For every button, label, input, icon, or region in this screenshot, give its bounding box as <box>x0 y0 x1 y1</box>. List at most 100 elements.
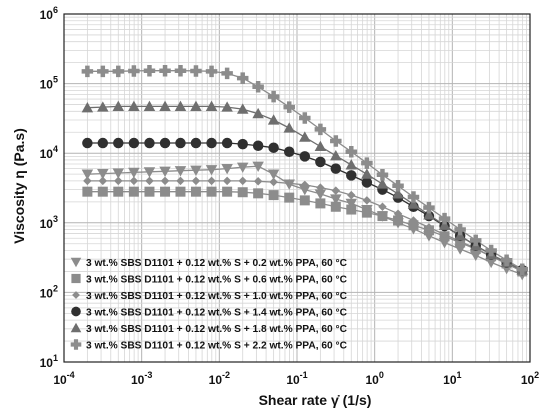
data-point <box>423 201 435 214</box>
data-point <box>345 198 358 210</box>
data-point <box>112 65 125 78</box>
data-point <box>112 168 125 179</box>
data-point <box>252 140 264 151</box>
data-point <box>346 170 357 181</box>
data-point <box>128 186 139 197</box>
data-point <box>113 137 124 149</box>
data-point <box>159 100 171 112</box>
y-tick-label: 102 <box>40 283 58 300</box>
data-point <box>128 100 140 112</box>
data-point <box>469 234 482 247</box>
data-point <box>207 176 216 186</box>
data-point <box>112 100 125 112</box>
data-point <box>83 176 92 186</box>
data-point <box>299 184 311 196</box>
data-point <box>222 176 232 186</box>
data-point <box>205 65 218 78</box>
data-point <box>485 244 497 257</box>
data-point <box>345 159 358 170</box>
legend-marker <box>72 291 80 299</box>
data-point <box>97 65 109 78</box>
data-point <box>145 176 154 186</box>
data-point <box>361 207 372 218</box>
data-point <box>81 101 94 113</box>
data-point <box>237 187 248 198</box>
data-point <box>438 219 451 230</box>
data-point <box>159 64 171 77</box>
data-point <box>238 176 247 186</box>
legend-label: 3 wt.% SBS D1101 + 0.12 wt.% S + 0.2 wt.… <box>86 258 348 269</box>
data-point <box>205 165 218 176</box>
data-point <box>128 65 140 77</box>
data-point <box>346 204 357 215</box>
data-point <box>300 180 310 190</box>
data-point <box>128 137 140 149</box>
data-point <box>330 194 342 205</box>
data-point <box>221 101 233 112</box>
x-tick-label: 10-3 <box>131 370 152 387</box>
data-point <box>97 137 109 149</box>
data-point <box>159 137 171 149</box>
data-point <box>252 81 264 93</box>
data-point <box>175 186 186 197</box>
data-point <box>97 101 109 112</box>
data-point <box>98 176 108 186</box>
legend-marker <box>70 339 82 350</box>
data-point <box>347 190 356 200</box>
data-point <box>159 166 171 178</box>
y-tick-label: 103 <box>40 214 58 231</box>
data-point <box>423 209 435 220</box>
data-point <box>252 107 264 119</box>
data-point <box>407 191 420 203</box>
data-point <box>82 186 93 197</box>
data-point <box>190 165 202 176</box>
legend-marker <box>71 273 81 284</box>
data-point <box>331 186 341 195</box>
x-tick-label: 101 <box>443 370 461 387</box>
data-point <box>314 123 327 136</box>
data-point <box>267 90 280 103</box>
data-point <box>143 100 156 112</box>
data-point <box>283 146 295 157</box>
plot-frame <box>63 13 531 363</box>
data-point <box>206 186 217 197</box>
data-point <box>330 163 342 174</box>
data-point <box>129 176 139 186</box>
y-tick-label: 106 <box>40 5 58 22</box>
data-point <box>206 137 217 149</box>
data-point <box>299 131 311 142</box>
legend: 3 wt.% SBS D1101 + 0.12 wt.% S + 0.2 wt.… <box>70 257 348 352</box>
data-point <box>315 156 326 168</box>
data-point <box>237 138 248 150</box>
data-point <box>314 189 327 200</box>
data-point <box>376 169 389 181</box>
y-tick-labels: 101 102 103 104 105 106 <box>40 5 58 370</box>
data-point <box>191 176 201 186</box>
data-point <box>144 186 155 197</box>
data-point <box>314 140 327 152</box>
data-point <box>361 177 373 188</box>
data-point <box>267 114 280 125</box>
legend-marker <box>70 322 82 333</box>
data-point <box>299 151 311 162</box>
data-point <box>316 183 325 192</box>
data-point <box>174 100 187 112</box>
data-point <box>97 186 108 197</box>
data-point <box>438 212 451 225</box>
data-point <box>315 198 326 209</box>
data-point <box>284 179 294 188</box>
data-point <box>392 180 404 192</box>
data-point <box>81 65 94 78</box>
data-point <box>500 254 513 266</box>
data-point <box>236 72 249 84</box>
data-point <box>113 186 124 197</box>
legend-label: 3 wt.% SBS D1101 + 0.12 wt.% S + 1.4 wt.… <box>86 308 348 319</box>
data-point <box>299 112 311 124</box>
data-point <box>409 216 418 225</box>
data-point <box>299 195 310 206</box>
x-tick-label: 10-2 <box>209 370 230 387</box>
data-point <box>143 64 156 77</box>
data-point <box>221 67 233 80</box>
data-point <box>407 198 420 209</box>
y-axis-title: Viscosity η (Pa.s) <box>11 128 27 244</box>
